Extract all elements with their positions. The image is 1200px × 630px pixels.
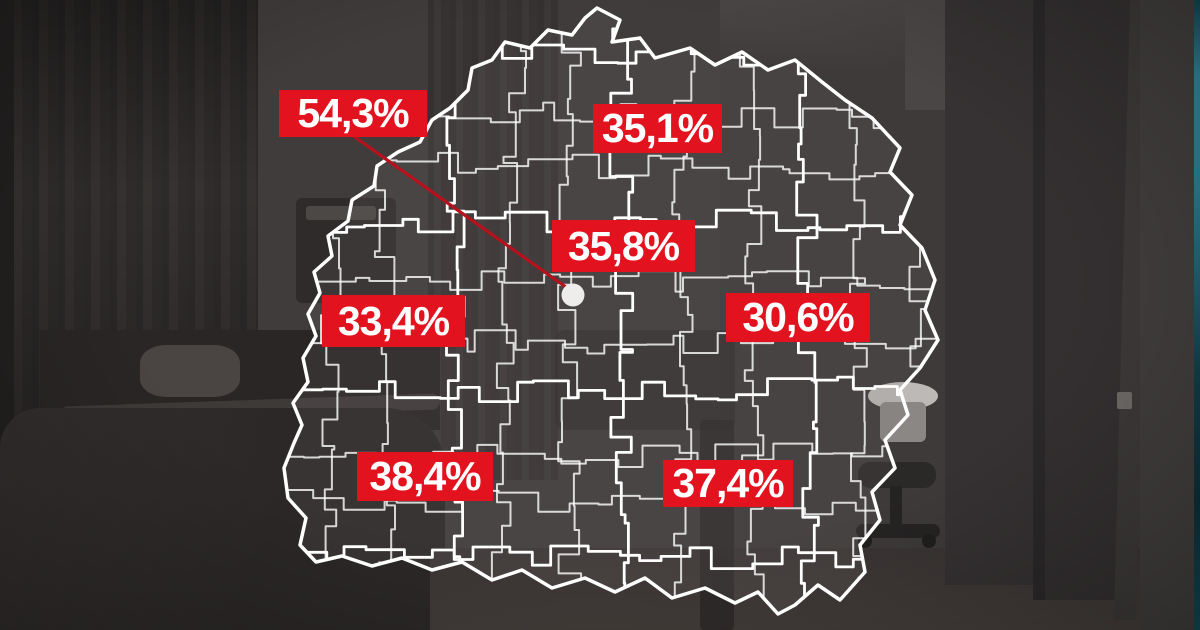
light-switch	[1117, 392, 1132, 409]
bed-pillow	[140, 345, 240, 397]
badge-east-region: 30,6%	[726, 293, 870, 342]
badge-central-region: 35,8%	[552, 220, 695, 272]
bed-blanket	[0, 408, 445, 630]
city-marker-dot	[561, 283, 585, 307]
exam-table	[555, 330, 735, 430]
callout-line	[351, 133, 571, 292]
badge-north-region: 35,1%	[593, 104, 722, 153]
door-frame-1	[1033, 0, 1045, 600]
office-chair-post	[890, 486, 902, 528]
badge-southeast-region: 37,4%	[663, 460, 793, 507]
badge-west-region: 33,4%	[322, 295, 465, 347]
door-panel-2	[1045, 0, 1127, 600]
office-chair-wheel	[922, 534, 936, 548]
screen-edge-strip	[1194, 0, 1200, 630]
badge-southwest-region: 38,4%	[357, 452, 493, 501]
badge-callout-city: 54,3%	[279, 90, 427, 137]
room-wall-right	[1140, 0, 1200, 630]
medical-equipment-panel	[306, 206, 376, 220]
office-chair-seat	[858, 462, 936, 488]
door-panel-1	[945, 0, 1037, 585]
office-chair-base	[856, 524, 940, 538]
